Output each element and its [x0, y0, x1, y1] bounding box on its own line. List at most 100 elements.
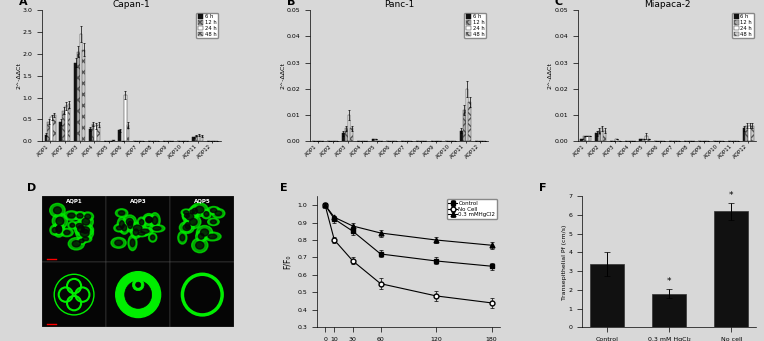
- Ellipse shape: [77, 224, 93, 236]
- Ellipse shape: [73, 241, 80, 247]
- Bar: [68, 104, 70, 141]
- Ellipse shape: [210, 208, 217, 212]
- Bar: [106, 262, 170, 327]
- Ellipse shape: [56, 226, 62, 233]
- Ellipse shape: [138, 232, 145, 235]
- Bar: [591, 264, 624, 327]
- Ellipse shape: [137, 227, 153, 235]
- Bar: [50, 117, 53, 141]
- Bar: [170, 262, 235, 327]
- Bar: [374, 139, 377, 141]
- Ellipse shape: [78, 225, 84, 232]
- Ellipse shape: [77, 214, 83, 218]
- Bar: [598, 131, 601, 141]
- Bar: [60, 122, 62, 141]
- Ellipse shape: [74, 212, 86, 220]
- Ellipse shape: [128, 221, 133, 228]
- Ellipse shape: [81, 227, 89, 233]
- Ellipse shape: [191, 203, 208, 217]
- Title: Panc-1: Panc-1: [384, 0, 414, 10]
- Text: AQP5: AQP5: [194, 198, 211, 203]
- Ellipse shape: [115, 209, 128, 217]
- Ellipse shape: [56, 217, 63, 225]
- Ellipse shape: [64, 231, 70, 235]
- Ellipse shape: [79, 215, 93, 228]
- Ellipse shape: [117, 217, 127, 232]
- Ellipse shape: [82, 218, 89, 225]
- Ellipse shape: [208, 218, 219, 225]
- Bar: [581, 139, 583, 141]
- Text: F: F: [539, 183, 546, 193]
- Ellipse shape: [186, 213, 194, 220]
- Bar: [74, 63, 77, 141]
- Y-axis label: Transepithelial Pf (cm/s): Transepithelial Pf (cm/s): [562, 224, 567, 299]
- Bar: [342, 133, 345, 141]
- Ellipse shape: [200, 229, 209, 236]
- Bar: [127, 125, 129, 141]
- Ellipse shape: [212, 209, 225, 218]
- Ellipse shape: [192, 208, 197, 214]
- Ellipse shape: [53, 207, 61, 214]
- Ellipse shape: [204, 232, 221, 241]
- Ellipse shape: [196, 242, 204, 249]
- Ellipse shape: [119, 221, 125, 228]
- Bar: [351, 128, 353, 141]
- Ellipse shape: [132, 279, 144, 291]
- Ellipse shape: [74, 222, 88, 236]
- Ellipse shape: [183, 210, 197, 223]
- Ellipse shape: [144, 215, 156, 224]
- Ellipse shape: [53, 222, 65, 237]
- Ellipse shape: [76, 223, 83, 228]
- Text: A: A: [19, 0, 28, 7]
- Y-axis label: 2^-ΔΔCt: 2^-ΔΔCt: [548, 62, 553, 89]
- Ellipse shape: [196, 206, 204, 213]
- Ellipse shape: [141, 229, 149, 233]
- Ellipse shape: [207, 207, 220, 214]
- Ellipse shape: [76, 238, 86, 244]
- Ellipse shape: [54, 222, 64, 235]
- Ellipse shape: [125, 281, 151, 308]
- Ellipse shape: [115, 272, 160, 317]
- Ellipse shape: [117, 226, 122, 230]
- Bar: [95, 126, 97, 141]
- Bar: [106, 196, 170, 262]
- Ellipse shape: [146, 217, 152, 223]
- Ellipse shape: [133, 229, 139, 235]
- Bar: [62, 111, 65, 141]
- Bar: [595, 133, 598, 141]
- Bar: [465, 89, 468, 141]
- Ellipse shape: [138, 217, 146, 227]
- Ellipse shape: [120, 221, 129, 234]
- Bar: [583, 136, 586, 141]
- Ellipse shape: [147, 218, 153, 222]
- Ellipse shape: [53, 227, 57, 233]
- Ellipse shape: [122, 224, 127, 231]
- Ellipse shape: [57, 225, 61, 232]
- Bar: [89, 129, 92, 141]
- Bar: [345, 128, 348, 141]
- Bar: [200, 136, 203, 141]
- Bar: [124, 95, 127, 141]
- Ellipse shape: [79, 236, 92, 242]
- Ellipse shape: [133, 225, 142, 231]
- Ellipse shape: [118, 211, 125, 215]
- Bar: [77, 52, 79, 141]
- Bar: [601, 128, 604, 141]
- Ellipse shape: [188, 208, 197, 215]
- Bar: [65, 106, 68, 141]
- Bar: [53, 115, 56, 141]
- Text: E: E: [280, 183, 288, 193]
- Bar: [586, 136, 588, 141]
- Ellipse shape: [82, 212, 93, 221]
- Ellipse shape: [184, 213, 189, 218]
- Ellipse shape: [131, 226, 141, 238]
- Ellipse shape: [183, 225, 190, 231]
- Ellipse shape: [123, 215, 137, 229]
- Bar: [463, 110, 465, 141]
- Text: AQP3: AQP3: [130, 198, 147, 203]
- Bar: [643, 139, 645, 141]
- Ellipse shape: [204, 212, 209, 217]
- Ellipse shape: [70, 223, 75, 227]
- Bar: [648, 139, 650, 141]
- Ellipse shape: [80, 229, 89, 237]
